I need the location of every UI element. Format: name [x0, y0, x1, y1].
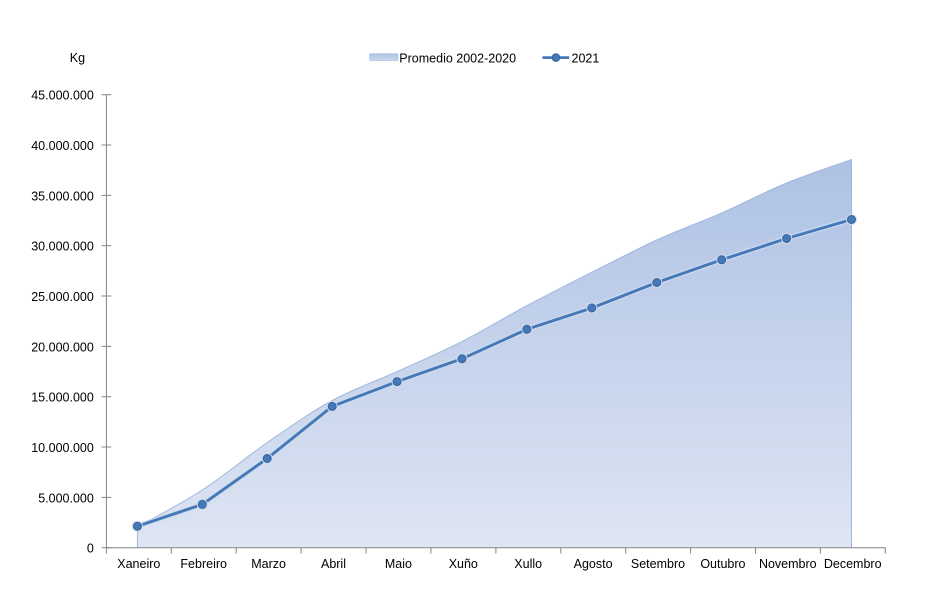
svg-text:10.000.000: 10.000.000 [31, 441, 94, 455]
svg-text:Febreiro: Febreiro [180, 557, 227, 571]
svg-text:0: 0 [87, 542, 94, 556]
svg-text:Promedio 2002-2020: Promedio 2002-2020 [399, 52, 516, 66]
svg-text:Xuño: Xuño [449, 557, 478, 571]
svg-text:Xullo: Xullo [514, 557, 542, 571]
svg-text:Marzo: Marzo [251, 557, 286, 571]
svg-text:Outubro: Outubro [700, 557, 745, 571]
svg-text:45.000.000: 45.000.000 [31, 89, 94, 103]
svg-text:Novembro: Novembro [759, 557, 817, 571]
svg-text:2021: 2021 [572, 52, 600, 66]
svg-text:40.000.000: 40.000.000 [31, 139, 94, 153]
svg-text:30.000.000: 30.000.000 [31, 240, 94, 254]
svg-text:Maio: Maio [385, 557, 412, 571]
svg-text:Decembro: Decembro [824, 557, 882, 571]
svg-text:35.000.000: 35.000.000 [31, 189, 94, 203]
svg-text:15.000.000: 15.000.000 [31, 391, 94, 405]
svg-text:Kg: Kg [70, 51, 85, 65]
svg-text:Abril: Abril [321, 557, 346, 571]
svg-text:Agosto: Agosto [574, 557, 613, 571]
svg-text:25.000.000: 25.000.000 [31, 290, 94, 304]
svg-text:Setembro: Setembro [631, 557, 685, 571]
svg-text:Xaneiro: Xaneiro [117, 557, 160, 571]
svg-text:5.000.000: 5.000.000 [38, 491, 94, 505]
svg-text:20.000.000: 20.000.000 [31, 340, 94, 354]
